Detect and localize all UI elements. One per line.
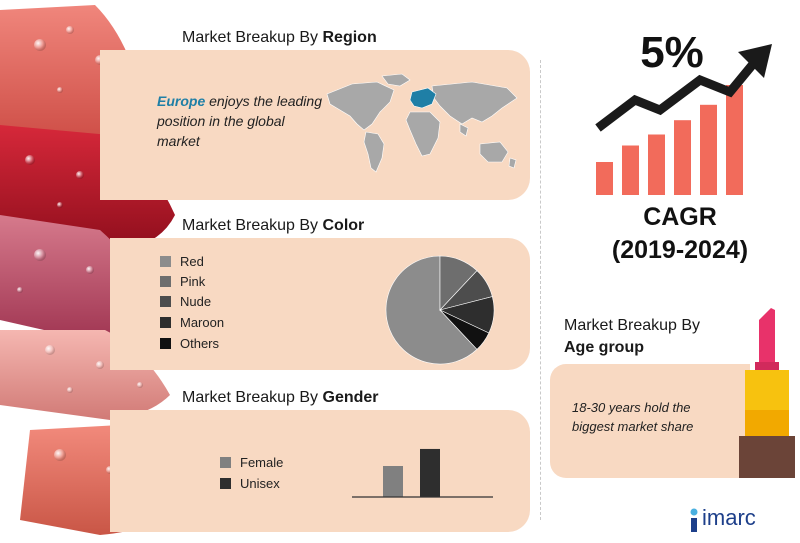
cagr-bar [700, 104, 717, 195]
legend-swatch [220, 478, 231, 489]
legend-swatch [160, 296, 171, 307]
gender-bar-chart [352, 448, 493, 498]
legend-swatch [160, 317, 171, 328]
pie-slice-others [439, 309, 490, 350]
bar-female [383, 466, 403, 497]
arrow-head-icon [738, 44, 772, 78]
age-heading: Market Breakup By Age group [564, 317, 701, 356]
legend-swatch [220, 457, 231, 468]
cagr-bar [622, 145, 639, 195]
divider [540, 60, 541, 520]
cagr-bar [726, 85, 743, 195]
legend-swatch [160, 338, 171, 349]
legend-swatch [160, 276, 171, 287]
color-legend-maroon: Maroon [160, 315, 280, 331]
cagr-growth-chart [595, 44, 772, 195]
region-description: Europe enjoys the leading position in th… [157, 93, 322, 149]
cagr-value: 5% [640, 28, 704, 77]
lipstick-icon [739, 308, 795, 478]
color-heading: Market Breakup By Color [182, 217, 365, 234]
gender-legend-unisex: Unisex [220, 476, 320, 492]
gender-heading: Market Breakup By Gender [182, 389, 379, 406]
pie-slice-red [385, 255, 478, 365]
bar-unisex [420, 448, 440, 497]
gender-panel [110, 410, 530, 532]
color-legend-red: Red [160, 254, 280, 270]
color-legend-nude: Nude [160, 294, 280, 310]
color-legend-pink: Pink [160, 274, 280, 290]
logo-text: imarc [702, 505, 756, 530]
legend-swatch [160, 256, 171, 267]
cagr-years: (2019-2024) [611, 236, 749, 264]
growth-arrow [595, 55, 762, 132]
gender-legend-female: Female [220, 455, 320, 471]
region-heading: Market Breakup By Region [182, 29, 377, 46]
cagr-bar [596, 162, 613, 195]
imarc-logo [690, 508, 698, 532]
region-panel [100, 50, 530, 200]
cagr-label: CAGR [643, 203, 717, 231]
age-description: 18-30 years hold the biggest market shar… [572, 400, 694, 434]
cagr-bar [648, 134, 665, 195]
color-pie-chart [385, 255, 495, 365]
world-map [326, 73, 518, 173]
age-panel [550, 364, 750, 478]
cagr-bar [674, 120, 691, 195]
color-legend-others: Others [160, 336, 280, 352]
